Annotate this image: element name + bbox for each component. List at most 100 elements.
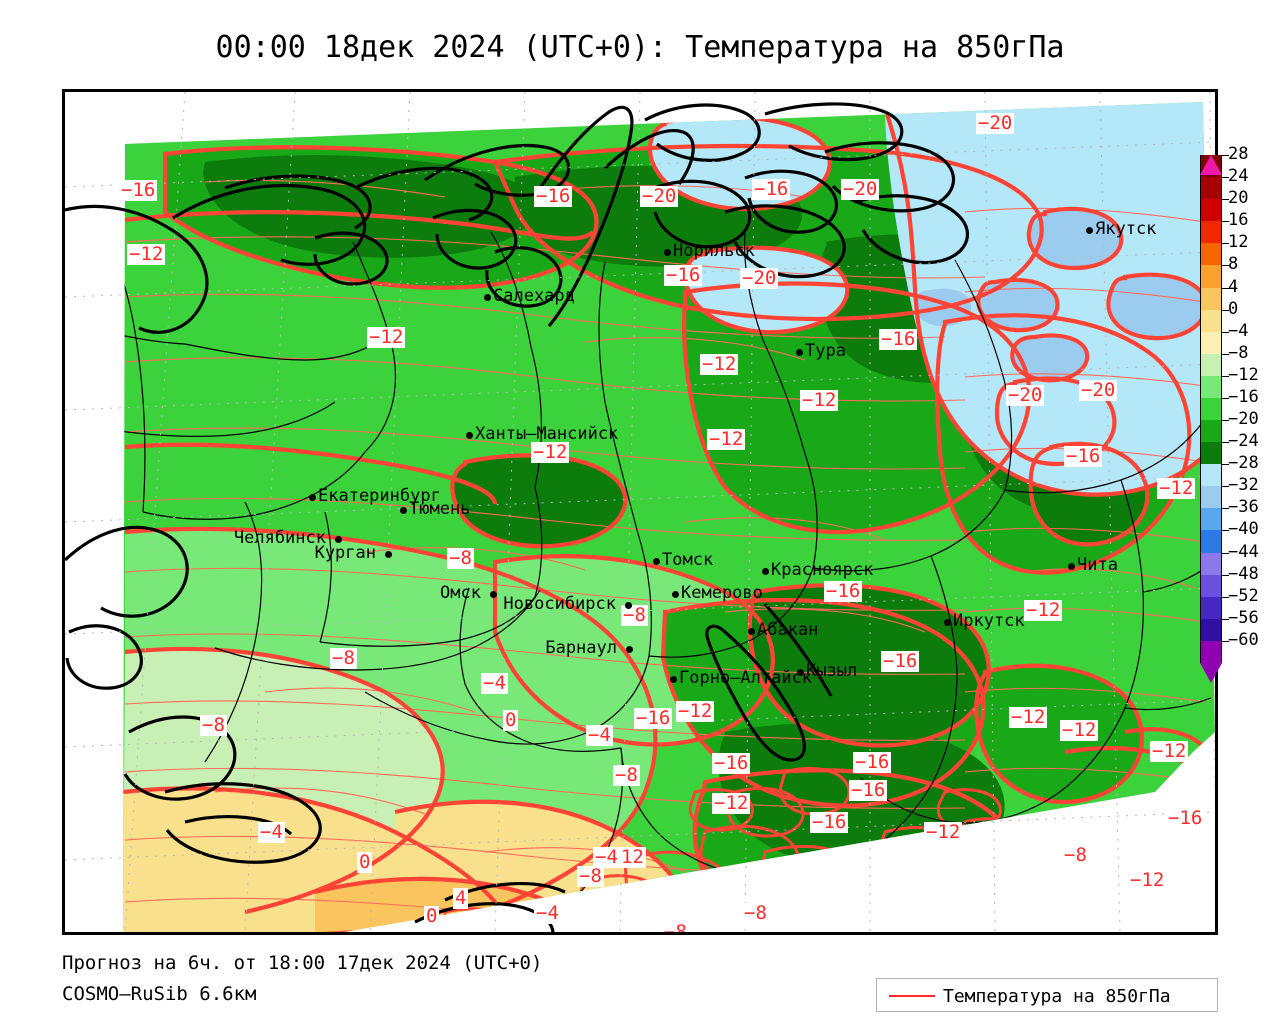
city-dot-icon: [490, 591, 497, 598]
colorbar-swatch: [1200, 397, 1222, 421]
colorbar-tick-label: 0: [1228, 298, 1239, 319]
city-label: Ханты—Мансийск: [475, 424, 619, 444]
contour-label: −12: [1128, 869, 1167, 891]
contour-label: 0: [357, 851, 373, 873]
colorbar-tick-mark: [1222, 574, 1229, 576]
city-dot-icon: [625, 602, 632, 609]
colorbar-tick-label: −36: [1228, 497, 1259, 518]
city-dot-icon: [796, 349, 803, 356]
contour-label: −20: [640, 185, 679, 207]
city-dot-icon: [1068, 563, 1075, 570]
city-label: Кемерово: [681, 583, 763, 603]
city-dot-icon: [626, 646, 633, 653]
contour-label: −12: [531, 441, 570, 463]
colorbar-tick-label: 12: [1228, 232, 1249, 253]
contour-label: 4: [453, 887, 469, 909]
contour-label: −12: [127, 243, 166, 265]
colorbar-swatch: [1200, 199, 1222, 222]
contour-label: −20: [976, 112, 1015, 134]
forecast-info-line: Прогноз на 6ч. от 18:00 17дек 2024 (UTC+…: [62, 952, 543, 974]
contour-label: −12: [707, 428, 746, 450]
city-dot-icon: [335, 536, 342, 543]
city-dot-icon: [400, 507, 407, 514]
contour-label: −20: [841, 178, 880, 200]
contour-label: −12: [1024, 599, 1063, 621]
contour-label: −20: [740, 267, 779, 289]
contour-label: −20: [1006, 384, 1045, 406]
city-label: Якутск: [1095, 219, 1157, 239]
contour-label: −16: [881, 650, 920, 672]
city-dot-icon: [466, 432, 473, 439]
colorbar-swatch: [1200, 552, 1222, 576]
colorbar-swatch: [1200, 574, 1222, 598]
colorbar-tick-mark: [1222, 464, 1229, 466]
contour-label: −16: [849, 779, 888, 801]
contour-label: −12: [1157, 477, 1196, 499]
page-title: 00:00 18дек 2024 (UTC+0): Температура на…: [215, 30, 1065, 65]
contour-label: −20: [1079, 379, 1118, 401]
city-label: Красноярск: [771, 560, 874, 580]
contour-label: −16: [1166, 807, 1205, 829]
colorbar-tick-mark: [1222, 640, 1229, 642]
contour-label: −12: [924, 821, 963, 843]
contour-label: −8: [1062, 844, 1089, 866]
legend-line-swatch: [889, 995, 935, 997]
legend-label: Температура на 850гПа: [943, 986, 1171, 1007]
contour-label: −8: [330, 647, 357, 669]
city-label: Тура: [805, 341, 846, 361]
colorbar-tick-label: −4: [1228, 320, 1249, 341]
colorbar-tick-label: −28: [1228, 453, 1259, 474]
colorbar-tick-mark: [1222, 442, 1229, 444]
colorbar-swatch: [1200, 618, 1222, 642]
contour-label: −16: [810, 811, 849, 833]
colorbar-swatch: [1200, 243, 1222, 266]
colorbar-tick-mark: [1222, 199, 1229, 201]
colorbar-swatch: [1200, 375, 1222, 399]
colorbar-swatch: [1200, 331, 1222, 355]
map-canvas: [65, 92, 1215, 932]
colorbar-tick-mark: [1222, 508, 1229, 510]
weather-map[interactable]: Норильск Якутск Салехард Тура Ханты—Мансийск…: [62, 89, 1218, 935]
city-dot-icon: [309, 494, 316, 501]
contour-label: 12: [619, 846, 646, 868]
contour-label: −8: [621, 604, 648, 626]
colorbar-swatch: [1200, 309, 1222, 333]
contour-label: −4: [593, 846, 620, 868]
colorbar-tick-mark: [1222, 331, 1229, 333]
colorbar-over-arrow: [1200, 155, 1222, 175]
colorbar-swatch: [1200, 486, 1222, 509]
contour-label: −16: [752, 178, 791, 200]
contour-label: −16: [634, 707, 673, 729]
colorbar-tick-label: 28: [1228, 144, 1249, 164]
colorbar-tick-label: −52: [1228, 585, 1259, 606]
colorbar-tick-label: 20: [1228, 188, 1249, 209]
city-label: Салехард: [493, 286, 575, 306]
contour-label: −16: [712, 752, 751, 774]
city-dot-icon: [484, 294, 491, 301]
colorbar-tick-label: −16: [1228, 386, 1259, 407]
city-dot-icon: [748, 628, 755, 635]
colorbar-tick-mark: [1222, 397, 1229, 399]
city-label: Курган: [314, 543, 376, 563]
contour-label: −4: [258, 821, 285, 843]
contour-label: −4: [534, 902, 561, 924]
contour-label: −8: [662, 922, 689, 932]
colorbar[interactable]: [1200, 155, 1222, 664]
legend-box: Температура на 850гПа: [876, 978, 1218, 1012]
colorbar-under-arrow: [1200, 663, 1222, 683]
colorbar-tick-mark: [1222, 155, 1229, 156]
colorbar-tick-mark: [1222, 420, 1229, 422]
colorbar-tick-mark: [1222, 309, 1229, 311]
colorbar-tick-label: −56: [1228, 607, 1259, 628]
colorbar-tick-label: −44: [1228, 541, 1259, 562]
colorbar-tick-mark: [1222, 221, 1229, 223]
contour-label: −12: [1060, 719, 1099, 741]
contour-label: −8: [742, 902, 769, 924]
city-dot-icon: [1086, 227, 1093, 234]
contour-label: −12: [800, 389, 839, 411]
contour-label: −8: [577, 865, 604, 887]
contour-label: 0: [503, 709, 519, 731]
contour-label: −12: [712, 792, 751, 814]
colorbar-tick-label: −20: [1228, 409, 1259, 430]
colorbar-swatch: [1200, 464, 1222, 487]
